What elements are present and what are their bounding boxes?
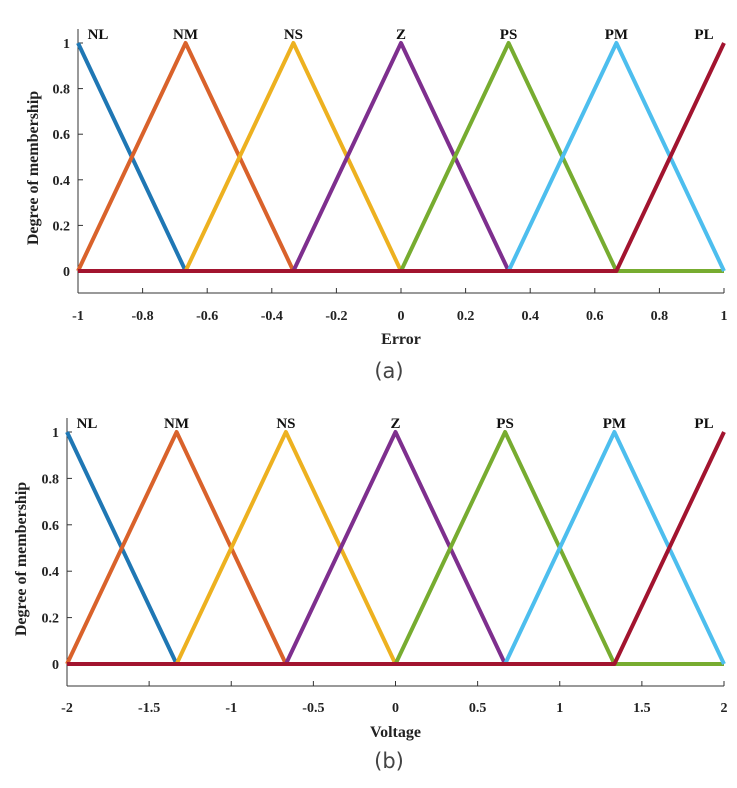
y-tick-label: 0 (52, 658, 59, 673)
mf-label-nl: NL (77, 416, 98, 432)
x-tick-label: 0 (398, 309, 405, 324)
x-tick-label: 2 (721, 701, 728, 716)
x-tick-label: -1 (72, 309, 84, 324)
series-line-ns (78, 41, 724, 273)
mf-label-pm: PM (603, 416, 626, 432)
y-tick-label: 0.4 (42, 565, 60, 580)
y-tick-label: 0.6 (53, 128, 71, 143)
x-tick-label: -0.8 (132, 309, 154, 324)
series-line-z (78, 41, 724, 273)
mf-label-pm: PM (605, 27, 628, 43)
series-line-pm (78, 41, 726, 273)
series-line-pm (67, 430, 726, 666)
chart-a: -1 -0.8 -0.6 -0.4 -0.2 0 0.2 0.4 0.6 0.8 1 0 0.2 0.4 0… (25, 27, 728, 383)
mf-label-ns: NS (284, 27, 303, 43)
series-line-pl (67, 431, 726, 666)
x-tick-label: -1.5 (138, 701, 160, 716)
x-tick-label: 1.5 (633, 701, 651, 716)
x-tick-label: 1 (721, 309, 728, 324)
y-tick-label: 0.6 (42, 519, 60, 534)
y-axis-label: Degree of membership (13, 482, 30, 636)
x-tick-label: -2 (61, 701, 73, 716)
y-axis-label: Degree of membership (25, 91, 42, 245)
figure-caption: (a) (374, 359, 403, 383)
series-line-nl (76, 42, 724, 273)
x-tick-label: 0.8 (651, 309, 669, 324)
mf-label-pl: PL (694, 416, 713, 432)
series-line-ps (67, 430, 724, 666)
y-tick-label: 0 (63, 265, 70, 280)
x-tick-label: -0.4 (261, 309, 283, 324)
x-tick-label: 0.5 (469, 701, 487, 716)
x-tick-label: 0.4 (521, 309, 539, 324)
x-tick-label: 0 (392, 701, 399, 716)
x-tick-label: 0.2 (457, 309, 475, 324)
mf-label-nl: NL (88, 27, 109, 43)
x-tick-label: -1 (225, 701, 237, 716)
figure-caption: (b) (374, 749, 404, 773)
x-axis-label: Error (381, 331, 421, 348)
x-tick-label: -0.5 (302, 701, 324, 716)
chart-b: -2 -1.5 -1 -0.5 0 0.5 1 1.5 2 0 0.2 0.4 0.6 0.8 1 NL NM N… (13, 416, 728, 773)
x-tick-label: 1 (556, 701, 563, 716)
mf-label-pl: PL (694, 27, 713, 43)
y-tick-label: 0.8 (42, 472, 60, 487)
mf-label-ps: PS (496, 416, 514, 432)
x-tick-label: -0.6 (196, 309, 218, 324)
y-tick-label: 1 (52, 426, 59, 441)
series-line-nm (76, 41, 724, 273)
x-axis-label: Voltage (370, 724, 421, 741)
series-line-pl (78, 42, 726, 273)
series-line-ps (78, 41, 724, 273)
mf-label-ps: PS (500, 27, 518, 43)
series-line-nm (65, 430, 724, 666)
series-line-z (67, 430, 724, 666)
x-tick-label: 0.6 (586, 309, 604, 324)
mf-label-z: Z (390, 416, 400, 432)
y-tick-label: 1 (63, 37, 70, 52)
y-tick-label: 0.2 (53, 219, 71, 234)
y-tick-label: 0.4 (53, 174, 71, 189)
x-tick-label: -0.2 (325, 309, 347, 324)
mf-label-ns: NS (276, 416, 295, 432)
mf-label-nm: NM (173, 27, 198, 43)
mf-label-nm: NM (164, 416, 189, 432)
series-line-nl (65, 431, 724, 666)
y-tick-label: 0.8 (53, 83, 71, 98)
mf-label-z: Z (396, 27, 406, 43)
y-tick-label: 0.2 (42, 612, 60, 627)
series-line-ns (67, 430, 724, 666)
